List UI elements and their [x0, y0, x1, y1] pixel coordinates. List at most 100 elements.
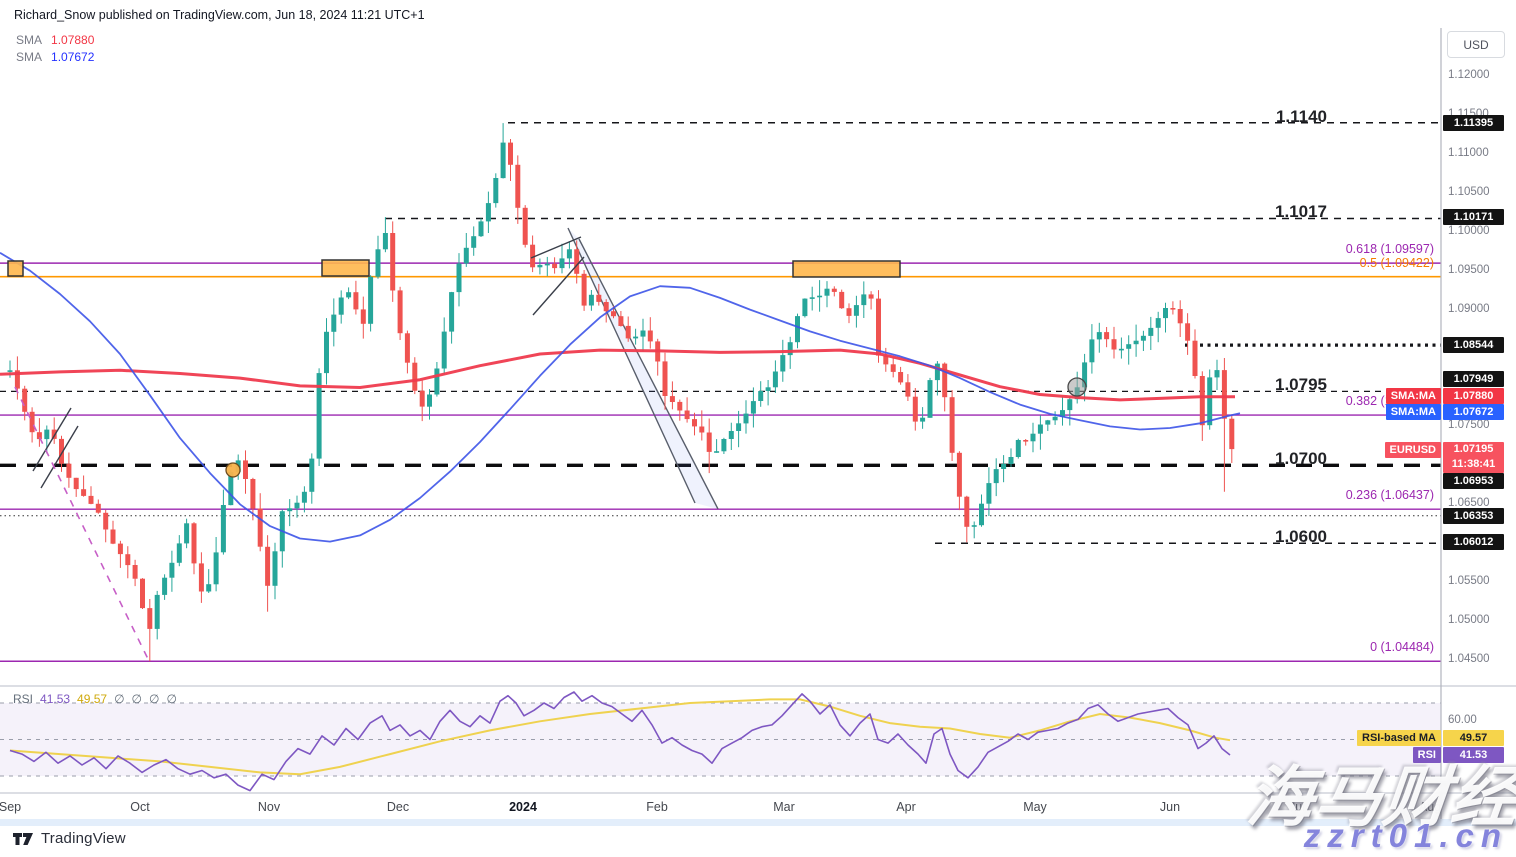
candle-body [802, 298, 808, 317]
candle-body [1207, 377, 1213, 426]
sma-blue-line[interactable] [0, 252, 1241, 543]
candle-body [1140, 335, 1146, 341]
channel-line[interactable] [578, 238, 719, 510]
candle-body [117, 543, 123, 555]
candle-body [618, 316, 624, 326]
candle-body [213, 552, 219, 585]
candle-body [883, 355, 889, 365]
candle-body [88, 495, 94, 504]
rsi-ma-line[interactable] [9, 698, 1231, 776]
supply-zone-box[interactable] [321, 259, 370, 277]
candle-body [927, 380, 933, 418]
marker-circle[interactable] [225, 462, 241, 478]
candle-body [301, 491, 307, 503]
candle-body [853, 305, 859, 316]
candle-body [905, 382, 911, 397]
candle-body [412, 362, 418, 391]
candle-body [346, 292, 352, 298]
candle-body [1192, 340, 1198, 376]
sma2-legend-row[interactable]: SMA 1.07672 [16, 50, 94, 64]
dashed-trendline[interactable] [14, 386, 149, 660]
candle-body [603, 302, 609, 312]
candle-body [191, 523, 197, 564]
candle-body [287, 508, 293, 512]
candle-body [434, 368, 440, 395]
tradingview-logo[interactable]: TradingView [13, 830, 126, 847]
candle-body [463, 247, 469, 264]
candle-body [772, 371, 778, 388]
sma2-value: 1.07672 [51, 50, 95, 64]
candle-body [316, 373, 322, 459]
candle-body [404, 333, 410, 363]
candle-body [508, 142, 513, 165]
bottom-strip [0, 819, 1516, 826]
trendline[interactable] [40, 425, 79, 489]
candle-body [36, 432, 42, 440]
descending-channel[interactable] [568, 228, 718, 509]
candle-body [500, 142, 506, 179]
trendline[interactable] [32, 407, 72, 472]
candle-body [993, 469, 999, 484]
sma1-value: 1.07880 [51, 33, 95, 47]
candle-body [750, 401, 756, 414]
candle-body [257, 508, 263, 547]
candle-body [861, 294, 867, 306]
candle-body [647, 330, 653, 342]
candle-body [294, 502, 300, 509]
candle-body [1023, 440, 1029, 442]
candle-body [456, 263, 462, 293]
candle-body [530, 244, 536, 268]
candle-body [1118, 348, 1124, 351]
candle-body [1221, 370, 1227, 419]
candle-body [7, 370, 13, 372]
candle-body [1015, 440, 1021, 457]
candle-body [1148, 327, 1154, 336]
candle-body [220, 505, 226, 553]
candle-body [1163, 308, 1168, 319]
rsi-legend[interactable]: RSI 41.53 49.57 ∅ ∅ ∅ ∅ [13, 692, 177, 706]
sma-legend: SMA 1.07880 SMA 1.07672 [16, 33, 94, 67]
currency-button[interactable]: USD [1447, 31, 1505, 58]
candle-body [817, 295, 823, 298]
supply-zone-box[interactable] [792, 260, 901, 278]
candle-body [22, 388, 28, 412]
candle-body [787, 342, 793, 356]
candle-body [147, 608, 153, 629]
candle-body [780, 355, 786, 372]
candle-body [162, 577, 168, 595]
supply-zone-box[interactable] [7, 260, 24, 277]
marker-circle[interactable] [1067, 377, 1087, 397]
candle-body [846, 308, 852, 316]
candle-body [1199, 376, 1205, 426]
candle-body [684, 410, 690, 420]
sma-red-line[interactable] [0, 348, 1235, 402]
candle-body [706, 432, 712, 452]
sma1-legend-row[interactable]: SMA 1.07880 [16, 33, 94, 47]
candle-body [51, 429, 57, 439]
candle-body [441, 331, 447, 369]
candle-body [353, 292, 359, 310]
candle-body [934, 363, 940, 381]
rsi-empty-value: ∅ [114, 692, 125, 706]
candle-body [1229, 418, 1235, 450]
rsi-line[interactable] [9, 691, 1231, 792]
candle-body [1177, 309, 1183, 324]
candle-body [1185, 323, 1191, 341]
candle-body [169, 562, 175, 578]
candle-body [1037, 424, 1043, 434]
candle-body [831, 288, 837, 292]
channel-line[interactable] [567, 227, 696, 504]
candle-body [110, 529, 116, 544]
candle-body [419, 390, 425, 407]
candle-body [176, 543, 182, 563]
sma2-label: SMA [16, 50, 43, 64]
tradingview-logo-text: TradingView [41, 830, 126, 847]
candle-body [154, 594, 160, 629]
rsi-ma-value: 49.57 [77, 692, 108, 706]
candle-body [1155, 318, 1161, 328]
trendline[interactable] [532, 256, 585, 316]
trendline[interactable] [530, 236, 582, 259]
rsi-value: 41.53 [40, 692, 71, 706]
